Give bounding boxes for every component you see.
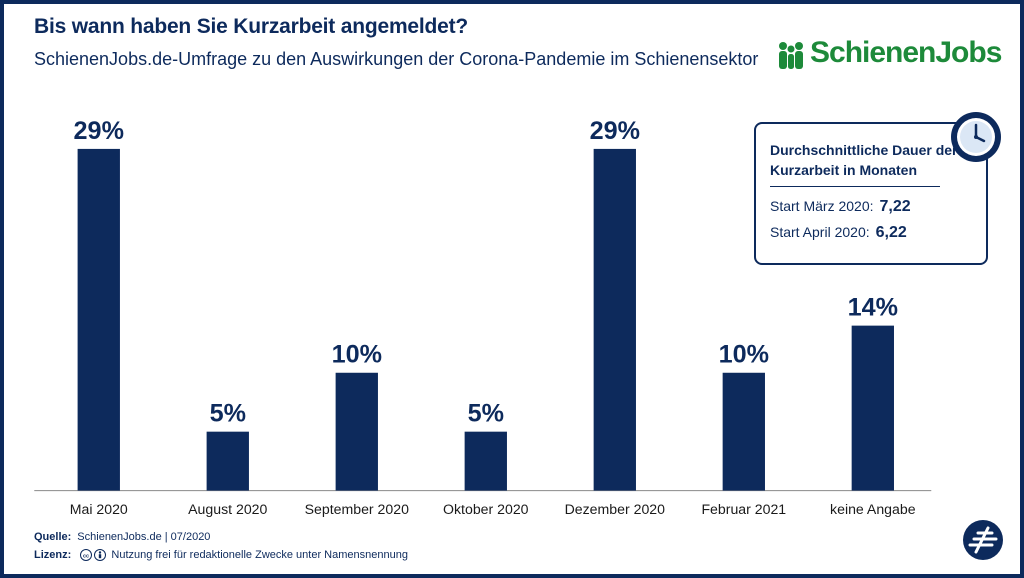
x-tick-label: August 2020: [188, 501, 267, 517]
x-tick-label: Februar 2021: [701, 501, 786, 517]
info-row-maerz: Start März 2020: 7,22: [770, 198, 911, 216]
logo-text: SchienenJobs: [810, 36, 1002, 69]
info-row-april: Start April 2020: 6,22: [770, 224, 907, 242]
bar: [77, 148, 120, 491]
footer-source: Quelle: SchienenJobs.de | 07/2020: [34, 531, 210, 543]
logo-people-icon: [779, 42, 803, 69]
data-label: 5%: [468, 400, 504, 428]
license-label: Lizenz:: [34, 549, 72, 561]
info-row-value: 7,22: [879, 198, 911, 215]
bar: [206, 431, 249, 491]
source-label: Quelle:: [34, 531, 72, 543]
bar: [722, 372, 765, 491]
info-row-label: Start März 2020:: [770, 198, 874, 214]
license-text: Nutzung frei für redaktionelle Zwecke un…: [111, 549, 408, 561]
bar: [593, 148, 636, 491]
by-icon: [94, 549, 107, 562]
bar: [335, 372, 378, 491]
info-row-value: 6,22: [875, 224, 907, 241]
schienenjobs-mark-icon: [963, 520, 1003, 560]
chart-title: Bis wann haben Sie Kurzarbeit angemeldet…: [34, 15, 469, 38]
data-label: 10%: [719, 341, 769, 369]
x-tick-label: Mai 2020: [70, 501, 128, 517]
source-text: SchienenJobs.de | 07/2020: [77, 531, 211, 543]
bar: [464, 431, 507, 491]
x-tick-label: keine Angabe: [830, 501, 916, 517]
data-label: 14%: [848, 294, 898, 322]
cc-icon: cc: [80, 549, 93, 562]
schienenjobs-logo: SchienenJobs: [774, 36, 1010, 76]
info-row-label: Start April 2020:: [770, 224, 870, 240]
data-label: 29%: [74, 117, 124, 145]
bar: [851, 325, 894, 491]
footer-license: Lizenz: cc Nutzung frei für redaktionell…: [34, 549, 408, 562]
chart-subtitle: SchienenJobs.de-Umfrage zu den Auswirkun…: [34, 49, 759, 69]
x-tick-label: Oktober 2020: [443, 501, 529, 517]
data-label: 29%: [590, 117, 640, 145]
data-label: 10%: [332, 341, 382, 369]
x-tick-label: September 2020: [305, 501, 409, 517]
info-box-divider: [770, 186, 940, 187]
info-box: Durchschnittliche Dauer der Kurzarbeit i…: [754, 122, 988, 265]
svg-text:cc: cc: [83, 553, 89, 559]
clock-icon: [951, 112, 1001, 162]
x-tick-label: Dezember 2020: [565, 501, 666, 517]
data-label: 5%: [210, 400, 246, 428]
info-box-title: Durchschnittliche Dauer der Kurzarbeit i…: [770, 142, 958, 178]
